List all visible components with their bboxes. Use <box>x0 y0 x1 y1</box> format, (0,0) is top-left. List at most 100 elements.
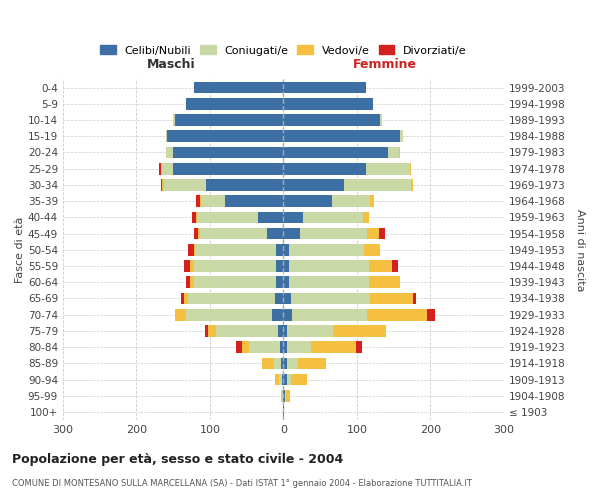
Bar <box>159 163 161 174</box>
Bar <box>208 325 216 337</box>
Bar <box>205 325 208 337</box>
Bar <box>197 212 257 223</box>
Bar <box>286 390 290 402</box>
Bar <box>175 114 283 126</box>
Bar <box>173 163 283 174</box>
Y-axis label: Anni di nascita: Anni di nascita <box>575 208 585 291</box>
Bar <box>276 276 283 288</box>
Bar <box>410 163 412 174</box>
Bar <box>162 163 173 174</box>
Text: Popolazione per età, sesso e stato civile - 2004: Popolazione per età, sesso e stato civil… <box>12 452 343 466</box>
Bar <box>276 260 283 272</box>
Text: COMUNE DI MONTESANO SULLA MARCELLANA (SA) - Dati ISTAT 1° gennaio 2004 - Elabora: COMUNE DI MONTESANO SULLA MARCELLANA (SA… <box>12 479 472 488</box>
Bar <box>216 325 278 337</box>
Bar <box>283 325 287 337</box>
Bar <box>187 98 283 110</box>
Bar <box>283 179 344 191</box>
Bar <box>283 244 289 256</box>
Bar <box>257 212 283 223</box>
Bar <box>379 228 385 239</box>
Bar <box>194 260 276 272</box>
Bar <box>283 292 291 304</box>
Bar <box>175 309 185 320</box>
Bar <box>332 196 370 207</box>
Bar <box>190 260 194 272</box>
Bar <box>188 244 194 256</box>
Bar <box>200 196 201 207</box>
Bar <box>184 260 190 272</box>
Bar <box>370 292 413 304</box>
Bar <box>367 309 427 320</box>
Bar <box>198 228 200 239</box>
Bar <box>367 228 379 239</box>
Bar <box>287 358 298 369</box>
Bar <box>194 82 283 94</box>
Bar <box>364 244 380 256</box>
Bar <box>161 163 162 174</box>
Bar <box>291 292 370 304</box>
Bar <box>289 244 364 256</box>
Bar <box>289 276 368 288</box>
Bar <box>363 212 368 223</box>
Bar <box>194 276 276 288</box>
Bar <box>292 309 367 320</box>
Bar <box>370 196 374 207</box>
Bar <box>283 406 284 418</box>
Bar <box>311 342 356 353</box>
Bar <box>196 212 197 223</box>
Bar <box>299 228 367 239</box>
Y-axis label: Fasce di età: Fasce di età <box>15 216 25 283</box>
Bar <box>283 309 292 320</box>
Bar <box>275 292 283 304</box>
Legend: Celibi/Nubili, Coniugati/e, Vedovi/e, Divorziati/e: Celibi/Nubili, Coniugati/e, Vedovi/e, Di… <box>95 41 471 60</box>
Bar <box>206 179 283 191</box>
Bar <box>285 390 286 402</box>
Bar <box>283 228 299 239</box>
Bar <box>287 342 311 353</box>
Bar <box>181 292 184 304</box>
Text: Maschi: Maschi <box>146 58 195 71</box>
Bar <box>192 212 196 223</box>
Bar <box>249 342 280 353</box>
Bar <box>185 309 272 320</box>
Bar <box>164 179 206 191</box>
Bar <box>287 374 291 386</box>
Bar <box>279 374 282 386</box>
Bar <box>242 342 249 353</box>
Bar <box>267 228 283 239</box>
Bar <box>173 146 283 158</box>
Bar <box>283 82 366 94</box>
Bar <box>368 260 392 272</box>
Bar <box>392 260 398 272</box>
Bar <box>399 146 400 158</box>
Bar <box>380 114 382 126</box>
Bar <box>200 228 267 239</box>
Bar <box>302 212 363 223</box>
Bar <box>283 212 302 223</box>
Bar <box>167 130 283 142</box>
Bar <box>283 390 285 402</box>
Bar <box>291 374 307 386</box>
Bar <box>332 325 386 337</box>
Bar <box>283 374 287 386</box>
Bar <box>224 196 283 207</box>
Bar <box>283 358 287 369</box>
Bar <box>196 196 200 207</box>
Bar <box>283 276 289 288</box>
Bar <box>283 130 400 142</box>
Bar <box>194 244 195 256</box>
Bar <box>400 130 403 142</box>
Bar <box>194 228 198 239</box>
Bar <box>283 342 287 353</box>
Bar <box>427 309 435 320</box>
Bar <box>272 309 283 320</box>
Bar <box>281 358 283 369</box>
Bar <box>236 342 242 353</box>
Bar <box>283 260 289 272</box>
Bar <box>275 374 279 386</box>
Bar <box>283 114 380 126</box>
Bar <box>368 276 400 288</box>
Bar <box>283 196 332 207</box>
Bar <box>161 179 162 191</box>
Bar <box>195 244 276 256</box>
